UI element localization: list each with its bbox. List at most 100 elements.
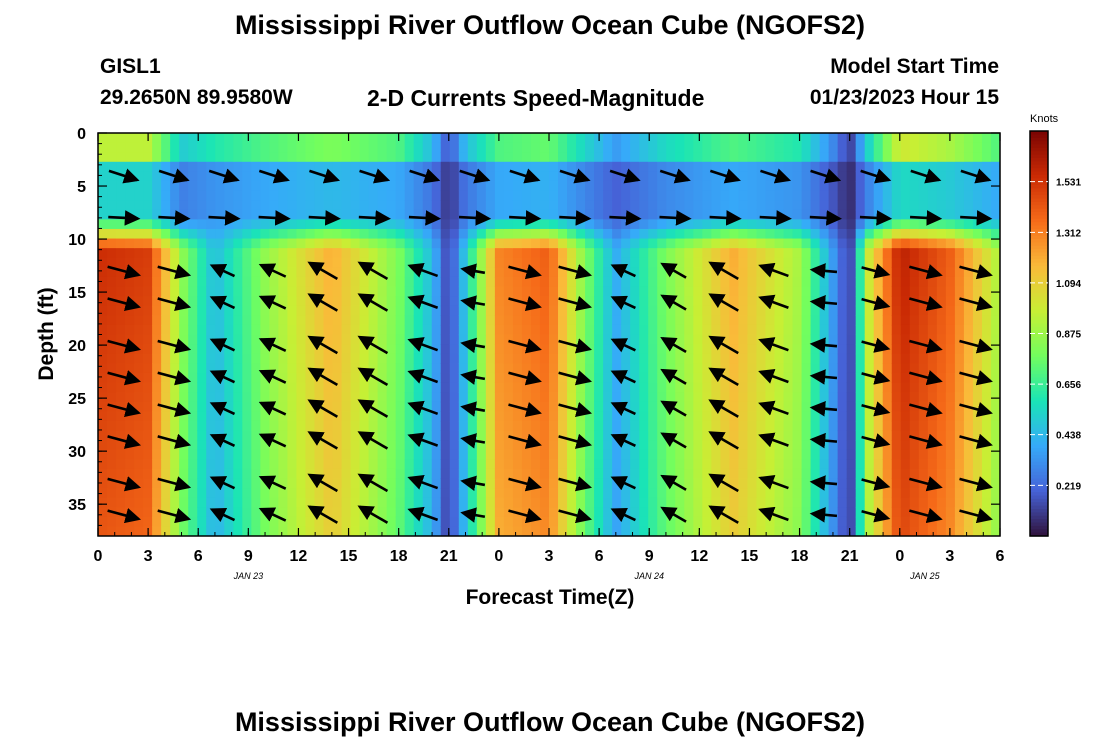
heatmap-cell (521, 449, 532, 460)
heatmap-cell (891, 363, 902, 374)
heatmap-cell (224, 430, 234, 441)
heatmap-cell (648, 305, 658, 316)
heatmap-cell (774, 430, 785, 441)
heatmap-cell (666, 363, 676, 374)
heatmap-cell (251, 161, 261, 172)
heatmap-cell (323, 449, 334, 460)
heatmap-cell (936, 315, 947, 326)
heatmap-cell (332, 257, 343, 268)
heatmap-cell (576, 324, 586, 336)
heatmap-cell (918, 209, 929, 220)
heatmap-cell (720, 219, 730, 230)
heatmap-cell (567, 257, 577, 268)
heatmap-cell (323, 324, 334, 336)
heatmap-cell (188, 228, 198, 240)
heatmap-cell (891, 372, 902, 384)
heatmap-cell (936, 401, 947, 412)
heatmap-cell (296, 248, 307, 259)
current-arrow (208, 210, 241, 226)
heatmap-cell (684, 411, 694, 422)
heatmap-cell (819, 324, 830, 336)
heatmap-cell (152, 276, 162, 288)
heatmap-cell (810, 392, 821, 403)
heatmap-cell (711, 305, 721, 316)
heatmap-cell (314, 276, 325, 288)
heatmap-cell (765, 459, 776, 470)
colorbar-swatch (1030, 441, 1048, 446)
heatmap-cell (702, 219, 712, 230)
heatmap-cell (404, 171, 415, 182)
heatmap-cell (413, 190, 424, 201)
heatmap-cell (702, 382, 712, 393)
heatmap-cell (909, 488, 920, 499)
heatmap-cell (305, 286, 316, 297)
heatmap-cell (792, 238, 803, 249)
heatmap-cell (134, 228, 144, 240)
heatmap-cell (567, 497, 577, 508)
heatmap-cell (125, 382, 135, 393)
heatmap-cell (98, 315, 108, 326)
heatmap-cell (233, 315, 243, 326)
heatmap-cell (837, 228, 848, 240)
heatmap-cell (431, 219, 442, 230)
heatmap-cell (621, 324, 631, 336)
heatmap-cell (422, 161, 433, 172)
heatmap-cell (747, 516, 758, 528)
heatmap-cell (521, 142, 532, 153)
heatmap-cell (585, 257, 595, 268)
heatmap-cell (242, 516, 252, 528)
heatmap-cell (747, 286, 758, 297)
heatmap-cell (116, 171, 126, 182)
heatmap-cell (765, 363, 776, 374)
heatmap-cell (747, 526, 758, 536)
heatmap-cell (738, 276, 749, 288)
heatmap-cell (386, 161, 397, 172)
heatmap-cell (927, 420, 938, 432)
heatmap-cell (431, 190, 442, 201)
heatmap-cell (864, 142, 875, 153)
heatmap-cell (927, 392, 938, 403)
heatmap-cell (107, 334, 117, 345)
heatmap-cell (98, 478, 108, 489)
heatmap-cell (567, 180, 577, 192)
heatmap-cell (558, 276, 568, 288)
heatmap-cell (684, 324, 694, 336)
heatmap-cell (684, 507, 694, 518)
heatmap-cell (603, 344, 613, 355)
heatmap-cell (233, 133, 243, 144)
heatmap-cell (855, 305, 866, 316)
heatmap-cell (855, 152, 866, 163)
heatmap-cell (837, 248, 848, 259)
heatmap-cell (323, 257, 334, 268)
current-arrow (157, 338, 192, 354)
heatmap-cell (657, 238, 667, 249)
heatmap-cell (990, 161, 1000, 172)
current-vector-arrows (107, 168, 993, 524)
heatmap-cell (936, 142, 947, 153)
heatmap-cell (395, 497, 406, 508)
heatmap-cell (440, 161, 451, 172)
heatmap-cell (909, 411, 920, 422)
heatmap-cell (359, 142, 370, 153)
heatmap-cell (954, 430, 965, 441)
heatmap-cell (972, 420, 983, 432)
heatmap-cell (963, 257, 974, 268)
current-arrow (258, 337, 287, 353)
heatmap-cell (413, 142, 424, 153)
y-tick-label: 30 (68, 444, 86, 461)
heatmap-cell (702, 516, 712, 528)
heatmap-cell (125, 468, 135, 480)
heatmap-cell (711, 459, 721, 470)
heatmap-cell (260, 133, 270, 144)
heatmap-cell (657, 142, 667, 153)
heatmap-cell (900, 180, 911, 192)
heatmap-cell (558, 219, 568, 230)
heatmap-cell (612, 228, 622, 240)
heatmap-cell (639, 200, 649, 211)
heatmap-cell (828, 440, 839, 451)
heatmap-cell (711, 497, 721, 508)
heatmap-cell (116, 372, 126, 384)
heatmap-cell (954, 209, 965, 220)
heatmap-cell (774, 382, 785, 393)
heatmap-cell (846, 372, 857, 384)
